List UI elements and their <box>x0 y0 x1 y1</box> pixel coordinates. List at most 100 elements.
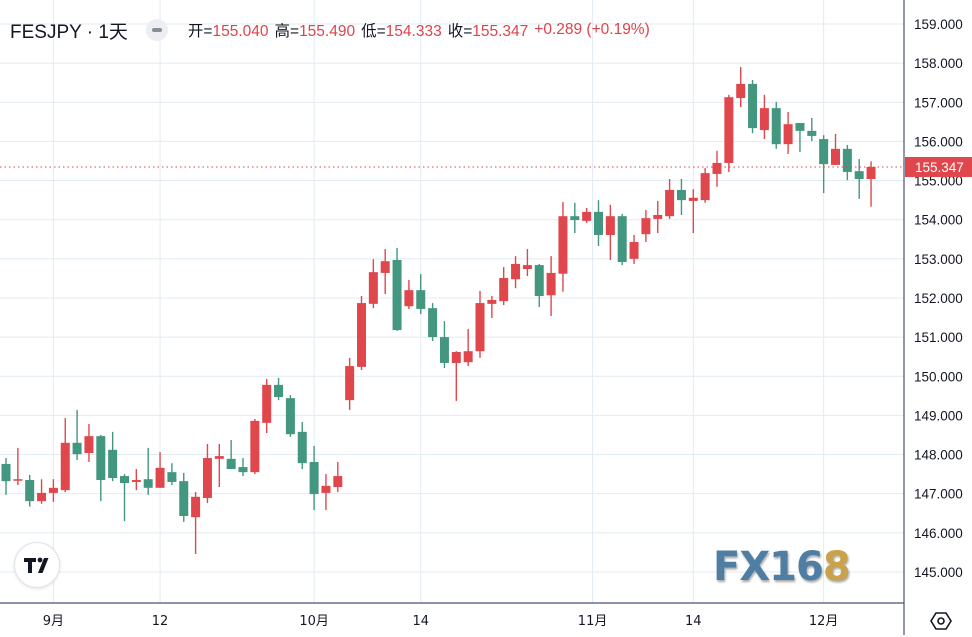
candle-body[interactable] <box>84 436 94 453</box>
candle-body[interactable] <box>736 83 746 98</box>
y-tick-label: 156.000 <box>914 134 963 149</box>
candle-body[interactable] <box>96 436 106 480</box>
candle-body[interactable] <box>534 265 544 297</box>
candle-body[interactable] <box>842 148 852 172</box>
candle-body[interactable] <box>48 487 58 493</box>
candle-body[interactable] <box>570 216 580 221</box>
candle-body[interactable] <box>416 290 426 309</box>
candle-body[interactable] <box>783 124 793 145</box>
tradingview-logo-icon[interactable] <box>14 542 60 588</box>
candle-body[interactable] <box>13 479 23 481</box>
candle-body[interactable] <box>451 351 461 363</box>
open-label: 开= <box>187 23 213 40</box>
candle-body[interactable] <box>807 130 817 136</box>
minus-circle-icon[interactable] <box>145 19 168 41</box>
candle-body[interactable] <box>487 299 497 304</box>
candle-body[interactable] <box>226 458 236 470</box>
candle-body[interactable] <box>676 189 686 201</box>
candle-body[interactable] <box>285 398 295 435</box>
y-tick-label: 155.000 <box>914 174 963 189</box>
y-tick-label: 154.000 <box>914 213 963 228</box>
candle-body[interactable] <box>605 216 615 235</box>
candle-body[interactable] <box>37 492 47 502</box>
candle-body[interactable] <box>262 384 272 423</box>
candle-body[interactable] <box>463 351 473 363</box>
candle-body[interactable] <box>155 467 165 488</box>
candle-body[interactable] <box>522 265 532 270</box>
candle-body[interactable] <box>617 216 627 262</box>
candle-body[interactable] <box>238 467 248 473</box>
candle-body[interactable] <box>191 496 201 518</box>
y-tick-label: 152.000 <box>914 291 963 306</box>
candle-body[interactable] <box>1 463 11 482</box>
candle-body[interactable] <box>274 384 284 398</box>
watermark-text: FX16 <box>713 544 824 590</box>
candle-body[interactable] <box>120 476 129 484</box>
high-value: 155.490 <box>299 23 356 40</box>
x-tick-label: 11月 <box>578 614 608 629</box>
candle-body[interactable] <box>131 479 141 482</box>
candle-body[interactable] <box>819 139 829 165</box>
candle-body[interactable] <box>582 211 592 221</box>
candle-body[interactable] <box>202 458 212 498</box>
candle-body[interactable] <box>558 216 568 274</box>
candle-body[interactable] <box>428 308 438 338</box>
candle-body[interactable] <box>759 108 769 131</box>
candle-body[interactable] <box>594 211 603 235</box>
candle-body[interactable] <box>629 242 639 259</box>
candle-body[interactable] <box>167 472 177 482</box>
candle-body[interactable] <box>309 461 319 495</box>
candle-body[interactable] <box>511 263 521 280</box>
candle-body[interactable] <box>250 420 260 473</box>
candle-body[interactable] <box>380 261 390 273</box>
candle-body[interactable] <box>392 260 402 331</box>
candle-body[interactable] <box>143 479 153 488</box>
gear-icon[interactable] <box>930 610 952 637</box>
last-price-label: 155.347 <box>915 160 964 175</box>
close-label: 收= <box>447 23 473 40</box>
candle-body[interactable] <box>404 290 414 307</box>
y-tick-label: 157.000 <box>914 95 963 110</box>
candle-body[interactable] <box>439 337 449 363</box>
candle-body[interactable] <box>795 123 805 131</box>
candle-body[interactable] <box>866 166 876 179</box>
candle-body[interactable] <box>345 366 355 401</box>
candle-body[interactable] <box>499 278 509 302</box>
candle-body[interactable] <box>297 431 307 464</box>
close-readout: 收=155.347 <box>448 19 529 41</box>
x-tick-label: 10月 <box>299 614 329 629</box>
candle-body[interactable] <box>214 456 224 459</box>
symbol-title[interactable]: FESJPY · 1天 <box>10 21 128 43</box>
open-readout: 开=155.040 <box>188 19 269 41</box>
candle-body[interactable] <box>179 481 189 516</box>
y-tick-label: 153.000 <box>914 252 963 267</box>
candle-body[interactable] <box>724 97 734 163</box>
candle-body[interactable] <box>108 449 118 479</box>
x-tick-label: 14 <box>412 614 429 629</box>
candle-body[interactable] <box>475 303 485 352</box>
candle-body[interactable] <box>748 83 758 129</box>
y-tick-label: 159.000 <box>914 17 963 32</box>
candle-body[interactable] <box>688 197 698 201</box>
candle-body[interactable] <box>831 148 840 165</box>
candle-body[interactable] <box>712 162 722 174</box>
candle-body[interactable] <box>25 479 35 502</box>
candle-body[interactable] <box>641 218 651 235</box>
candle-body[interactable] <box>321 485 331 493</box>
y-tick-label: 147.000 <box>914 487 963 502</box>
candle-body[interactable] <box>665 189 675 217</box>
candle-body[interactable] <box>653 215 663 219</box>
candle-body[interactable] <box>72 442 82 455</box>
candle-body[interactable] <box>60 442 70 491</box>
candle-body[interactable] <box>357 303 366 367</box>
candle-body[interactable] <box>771 108 781 145</box>
candle-body[interactable] <box>854 171 864 179</box>
candle-body[interactable] <box>368 272 378 304</box>
candle-body[interactable] <box>333 476 343 488</box>
x-tick-label: 12 <box>152 614 169 629</box>
low-label: 低= <box>361 23 386 40</box>
y-tick-label: 150.000 <box>914 369 963 384</box>
candle-body[interactable] <box>700 173 710 201</box>
candle-body[interactable] <box>546 272 556 296</box>
